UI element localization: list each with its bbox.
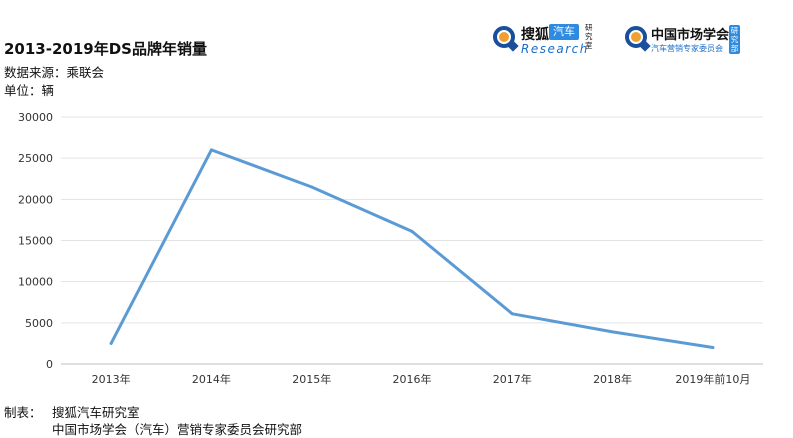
data-point <box>611 330 615 334</box>
series-line <box>109 148 715 349</box>
sohu-logo-sub: Research <box>521 42 589 56</box>
x-tick-label: 2014年 <box>192 372 231 386</box>
sohu-logo-tag: 汽车 <box>549 24 579 40</box>
data-point <box>310 185 314 189</box>
sohu-research-logo: 搜狐 汽车 Research 研究室 <box>493 22 603 56</box>
chart-title: 2013-2019年DS品牌年销量 <box>4 40 207 58</box>
data-point <box>711 346 715 350</box>
data-point <box>510 312 514 316</box>
cpca-logo: 中国市场学会 汽车营销专家委员会 研究部 <box>625 22 745 56</box>
x-tick-label: 2016年 <box>393 372 432 386</box>
y-axis-ticks: 0 5000 10000 15000 20000 25000 30000 <box>18 111 53 371</box>
x-tick-label: 2015年 <box>292 372 331 386</box>
y-tick-label: 20000 <box>18 193 53 206</box>
y-tick-label: 0 <box>46 358 53 371</box>
x-tick-label: 2018年 <box>593 372 632 386</box>
cpca-logo-sub: 汽车营销专家委员会 <box>651 44 723 53</box>
credit-line-1: 搜狐汽车研究室 <box>52 405 140 420</box>
series-layer <box>109 148 715 350</box>
x-tick-label: 2013年 <box>92 372 131 386</box>
data-point <box>209 148 213 152</box>
y-tick-label: 30000 <box>18 111 53 124</box>
cpca-logo-name: 中国市场学会 <box>651 28 730 43</box>
x-tick-label: 2019年前10月 <box>675 372 750 386</box>
y-tick-label: 10000 <box>18 276 53 289</box>
unit-label: 单位：辆 <box>4 83 55 98</box>
credit-label: 制表： <box>4 405 42 420</box>
cpca-logo-side: 研究部 <box>729 25 740 54</box>
data-point <box>410 229 414 233</box>
x-axis-ticks: 2013年 2014年 2015年 2016年 2017年 2018年 2019年前10月 <box>92 372 751 386</box>
sohu-logo-dot-icon <box>499 32 509 42</box>
data-point <box>109 341 113 345</box>
y-tick-label: 25000 <box>18 152 53 165</box>
y-tick-label: 5000 <box>25 317 53 330</box>
data-source: 数据来源：乘联会 <box>4 65 105 80</box>
grid-lines <box>61 116 763 365</box>
x-tick-label: 2017年 <box>493 372 532 386</box>
y-tick-label: 15000 <box>18 235 53 248</box>
cpca-logo-dot-icon <box>631 32 641 42</box>
sohu-logo-side: 研究室 <box>585 23 593 50</box>
credit-line-2: 中国市场学会（汽车）营销专家委员会研究部 <box>52 422 303 437</box>
sohu-logo-name: 搜狐 <box>521 27 549 43</box>
